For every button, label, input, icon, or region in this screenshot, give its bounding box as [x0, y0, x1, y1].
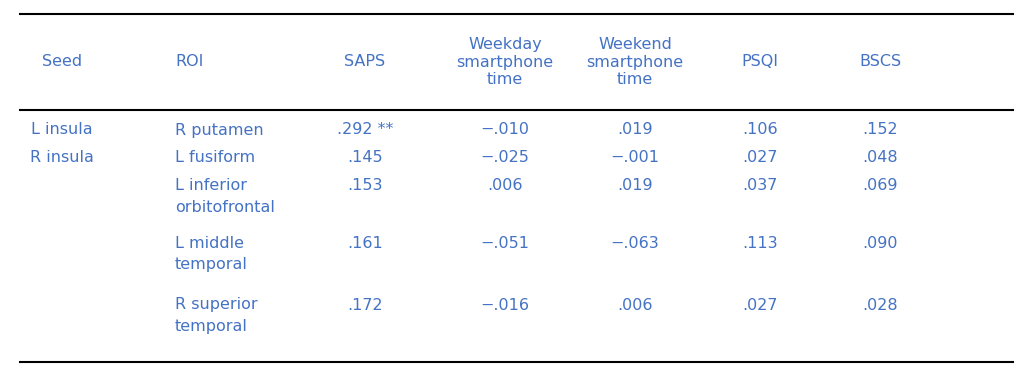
Text: −.051: −.051: [480, 236, 530, 250]
Text: .006: .006: [488, 178, 523, 193]
Text: .037: .037: [743, 178, 778, 193]
Text: temporal: temporal: [175, 257, 248, 273]
Text: .292 **: .292 **: [337, 123, 394, 138]
Text: −.001: −.001: [611, 150, 659, 166]
Text: −.016: −.016: [480, 297, 530, 313]
Text: .090: .090: [863, 236, 898, 250]
Text: Seed: Seed: [42, 55, 82, 69]
Text: .019: .019: [617, 123, 653, 138]
Text: .161: .161: [347, 236, 383, 250]
Text: temporal: temporal: [175, 319, 248, 334]
Text: .027: .027: [743, 150, 778, 166]
Text: .028: .028: [863, 297, 898, 313]
Text: orbitofrontal: orbitofrontal: [175, 201, 275, 216]
Text: SAPS: SAPS: [344, 55, 385, 69]
Text: R putamen: R putamen: [175, 123, 263, 138]
Text: .152: .152: [863, 123, 898, 138]
Text: ROI: ROI: [175, 55, 204, 69]
Text: R insula: R insula: [30, 150, 94, 166]
Text: L middle: L middle: [175, 236, 244, 250]
Text: Weekend
smartphone
time: Weekend smartphone time: [587, 37, 684, 87]
Text: −.063: −.063: [611, 236, 659, 250]
Text: L insula: L insula: [31, 123, 93, 138]
Text: −.010: −.010: [480, 123, 530, 138]
Text: −.025: −.025: [480, 150, 530, 166]
Text: .019: .019: [617, 178, 653, 193]
Text: R superior: R superior: [175, 297, 257, 313]
Text: .027: .027: [743, 297, 778, 313]
Text: .153: .153: [347, 178, 383, 193]
Text: BSCS: BSCS: [858, 55, 901, 69]
Text: L fusiform: L fusiform: [175, 150, 255, 166]
Text: PSQI: PSQI: [742, 55, 779, 69]
Text: L inferior: L inferior: [175, 178, 247, 193]
Text: Weekday
smartphone
time: Weekday smartphone time: [457, 37, 554, 87]
Text: .106: .106: [742, 123, 778, 138]
Text: .048: .048: [863, 150, 898, 166]
Text: .145: .145: [347, 150, 383, 166]
Text: .113: .113: [742, 236, 778, 250]
Text: .006: .006: [618, 297, 653, 313]
Text: .069: .069: [863, 178, 898, 193]
Text: .172: .172: [347, 297, 383, 313]
